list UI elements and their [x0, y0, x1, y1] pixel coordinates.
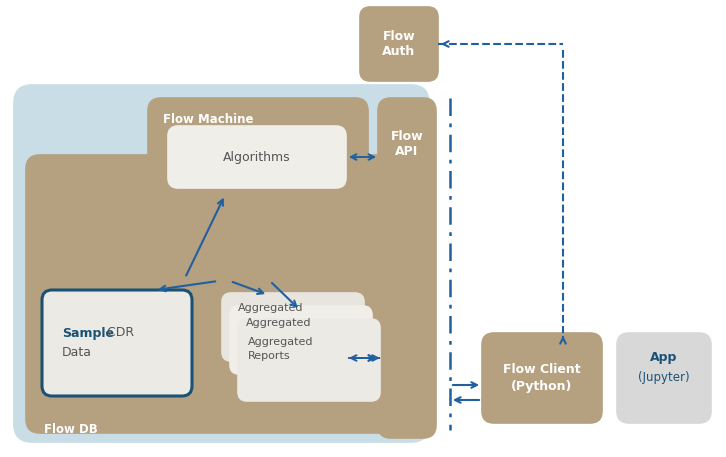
FancyBboxPatch shape [42, 290, 192, 396]
Text: Aggregated: Aggregated [238, 303, 303, 313]
Text: Sample: Sample [62, 326, 114, 340]
Text: Algorithms: Algorithms [223, 152, 291, 165]
Text: Aggregated
Reports: Aggregated Reports [248, 337, 314, 361]
Text: Flow DB: Flow DB [44, 423, 98, 436]
FancyBboxPatch shape [230, 306, 372, 374]
Text: Aggregated: Aggregated [246, 318, 311, 328]
FancyBboxPatch shape [482, 333, 602, 423]
FancyBboxPatch shape [222, 293, 364, 361]
Text: Flow
API: Flow API [391, 130, 423, 158]
FancyBboxPatch shape [378, 98, 436, 438]
Text: Flow Client
(Python): Flow Client (Python) [503, 363, 581, 393]
Text: App: App [650, 351, 677, 365]
FancyBboxPatch shape [360, 7, 438, 81]
Text: Flow
Auth: Flow Auth [383, 30, 415, 58]
FancyBboxPatch shape [617, 333, 711, 423]
Text: Flow Machine: Flow Machine [163, 113, 253, 126]
Text: Data: Data [62, 345, 92, 358]
FancyBboxPatch shape [168, 126, 346, 188]
FancyBboxPatch shape [14, 85, 429, 442]
FancyBboxPatch shape [238, 319, 380, 401]
FancyBboxPatch shape [26, 155, 414, 433]
Text: CDR: CDR [103, 326, 134, 340]
FancyBboxPatch shape [148, 98, 368, 281]
Text: (Jupyter): (Jupyter) [638, 372, 690, 384]
